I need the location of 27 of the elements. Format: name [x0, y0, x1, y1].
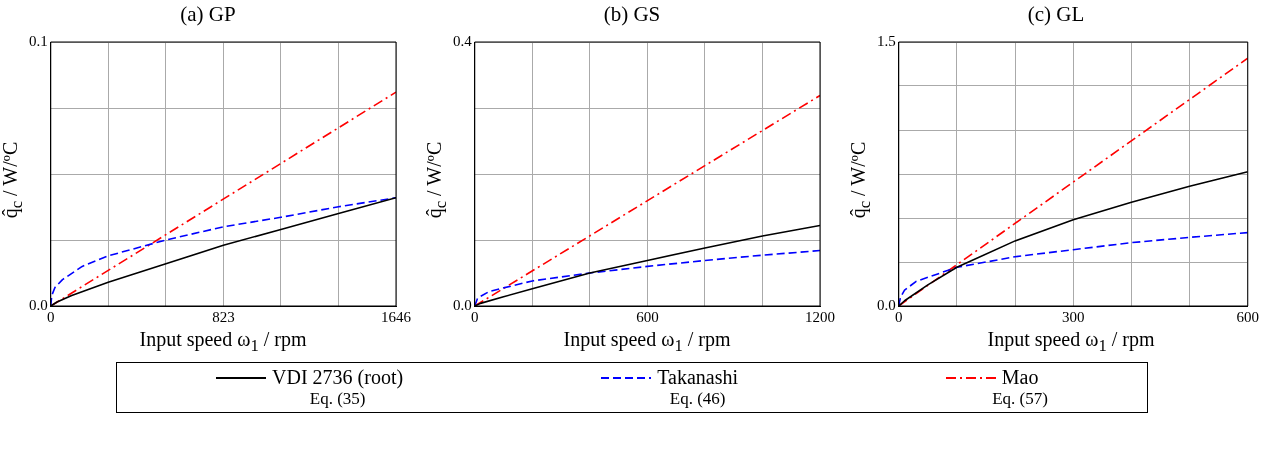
x-tick-label: 1200: [805, 308, 835, 325]
x-tick-label: 600: [636, 308, 659, 325]
x-tick-label: 600: [1236, 308, 1259, 325]
x-tick-label: 300: [1062, 308, 1085, 325]
x-tick-label: 0: [471, 308, 479, 325]
text: Eq. (57): [991, 389, 1048, 409]
chart-title: (a) GP: [179, 2, 237, 28]
x-axis-title: Input speed ω$_{1}$ / rpm: [562, 328, 732, 356]
legend-label: Takanashi: [657, 366, 739, 389]
x-tick-label: 1646: [381, 308, 412, 325]
text: Eq. (46): [668, 389, 726, 409]
y-tick-label: 0.0: [453, 296, 472, 313]
x-tick-label: 0: [895, 308, 903, 325]
legend-label: Mao: [1001, 366, 1039, 389]
y-tick-label: 0.4: [453, 32, 473, 49]
y-tick-label: 0.0: [29, 296, 48, 313]
y-tick-label: 1.5: [877, 32, 896, 49]
x-axis-title: Input speed ω$_{1}$ / rpm: [138, 328, 308, 356]
text: Eq. (35): [308, 389, 366, 409]
chart-title: (b) GS: [602, 2, 662, 28]
chart-title: (c) GL: [1026, 2, 1086, 28]
x-axis-title: Input speed ω$_{1}$ / rpm: [986, 328, 1156, 356]
y-tick-label: 0.0: [877, 296, 896, 313]
x-tick-label: 0: [47, 308, 55, 325]
x-tick-label: 823: [212, 308, 235, 325]
legend-label: VDI 2736 (root): [272, 366, 404, 389]
y-tick-label: 0.1: [29, 32, 48, 49]
